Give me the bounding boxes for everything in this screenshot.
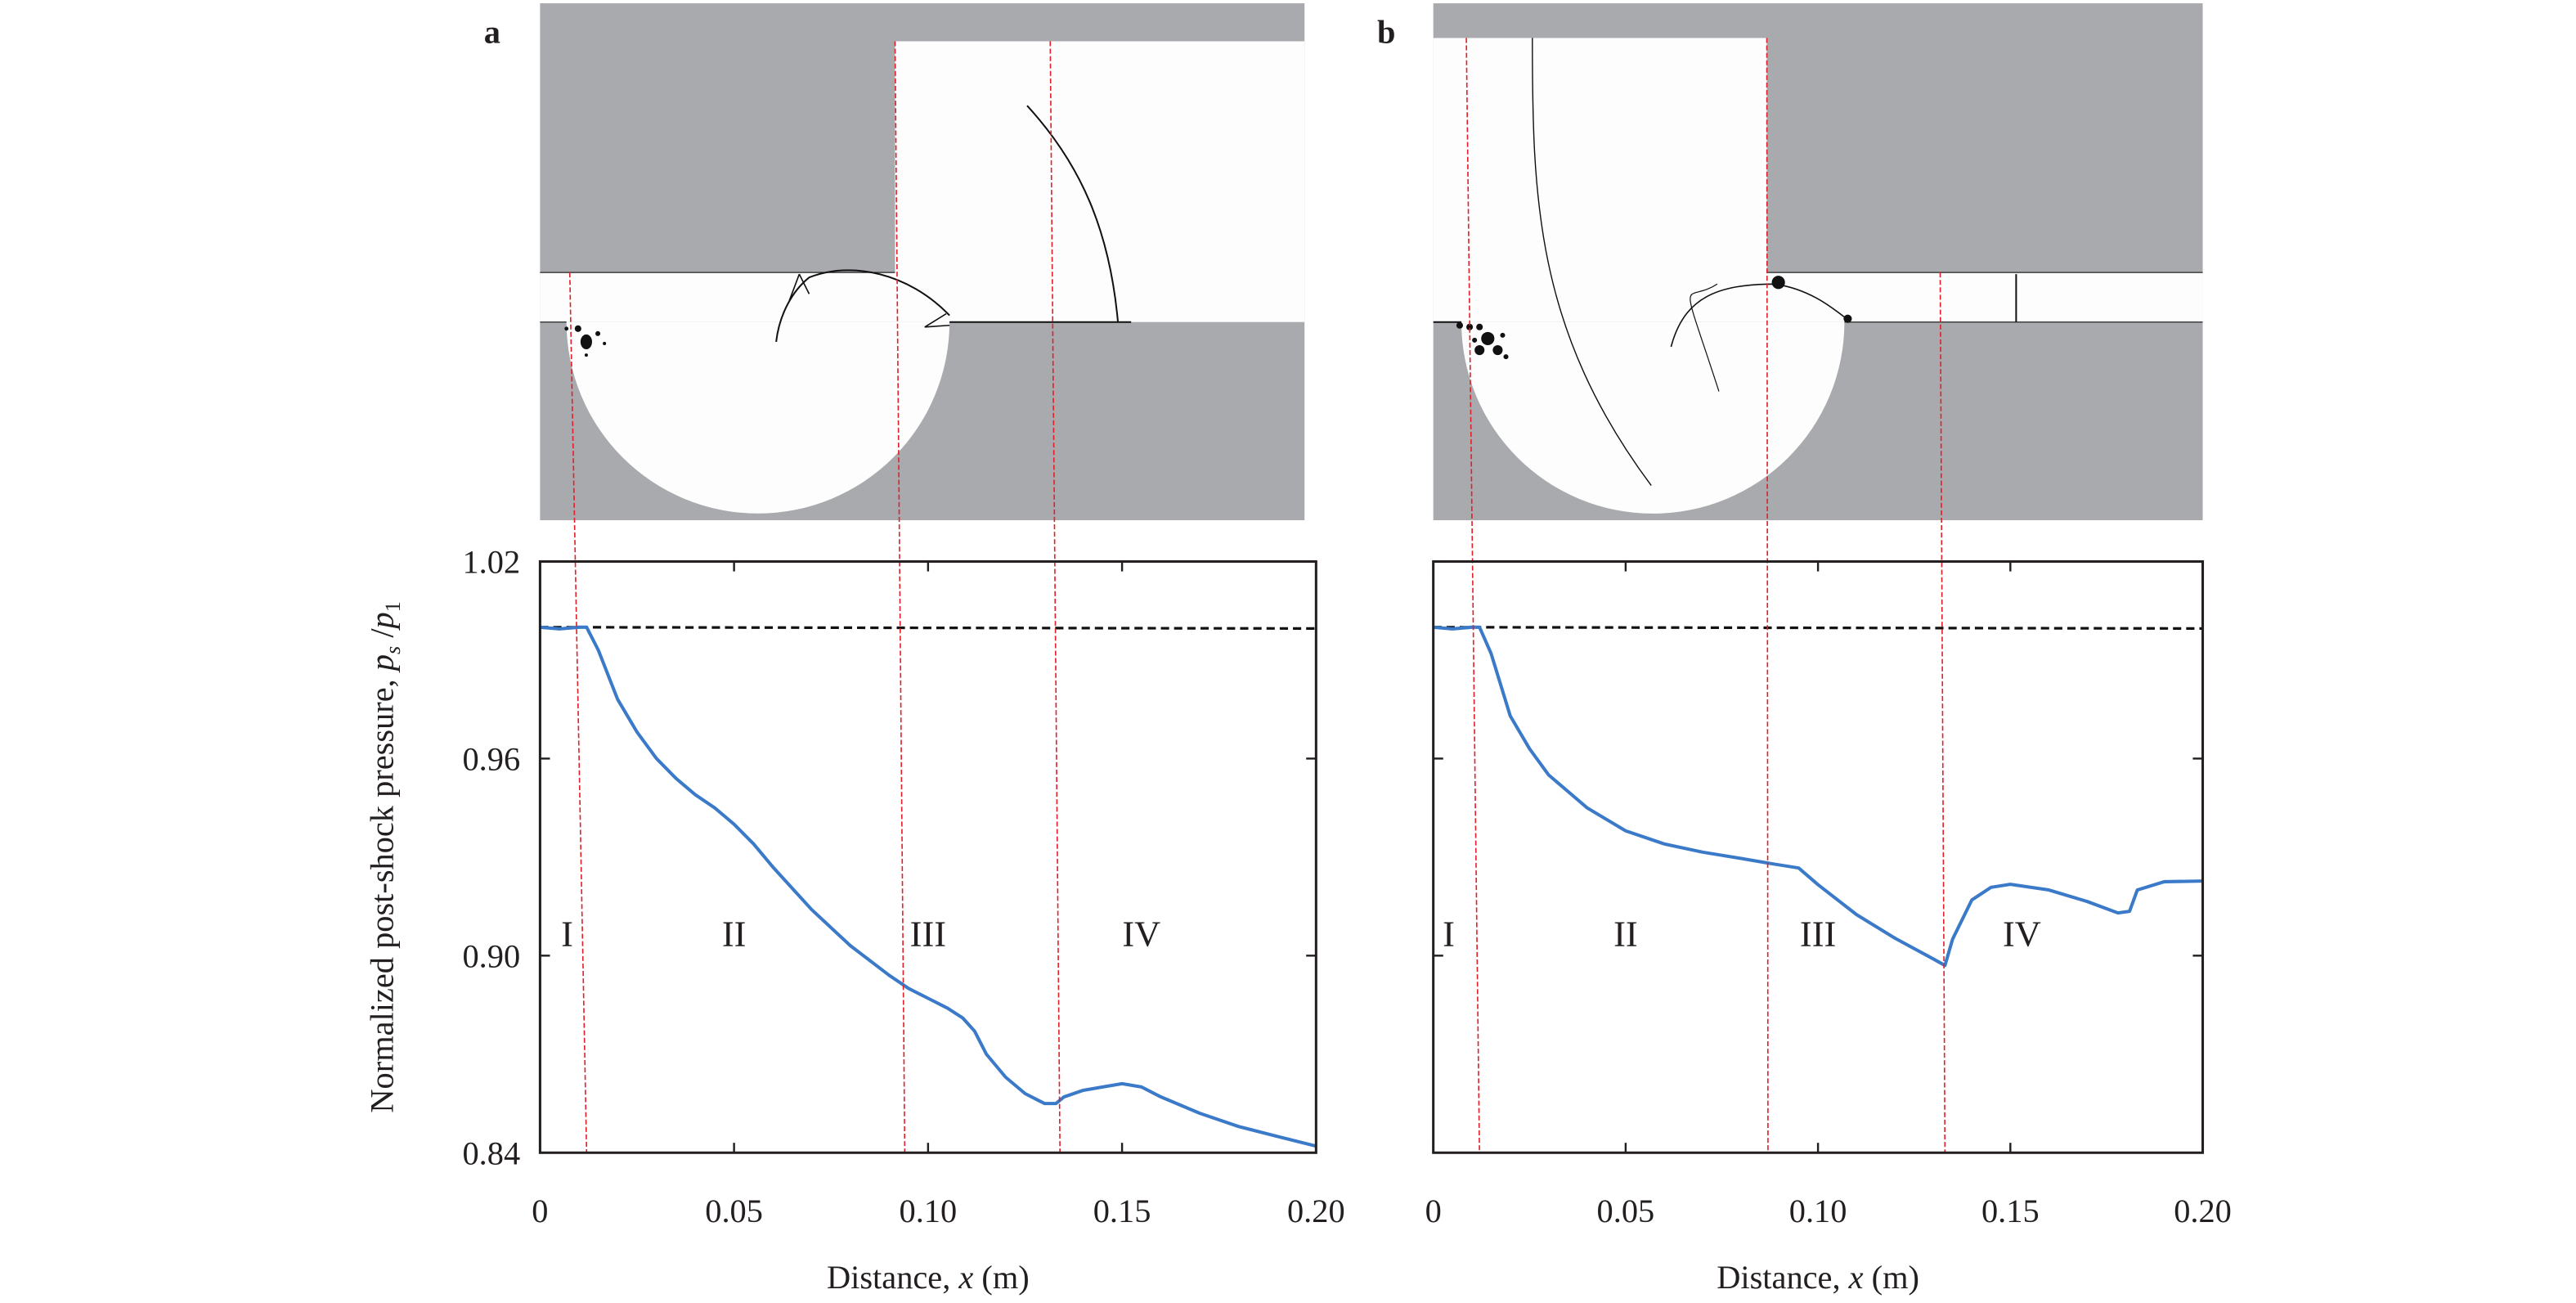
cavity-a: [566, 321, 950, 514]
region-boundary-line: [1465, 38, 1480, 1153]
wide-channel-b: [1433, 38, 1767, 322]
reference-line: [1433, 626, 2203, 631]
region-boundary-line: [1939, 272, 1946, 1153]
diffracted-shock-b: [1690, 283, 1720, 392]
region-label: III: [910, 913, 946, 954]
region-boundary-line: [568, 272, 588, 1153]
x-tick-label: 0.05: [1597, 1193, 1655, 1229]
region-boundary-line: [1049, 41, 1061, 1153]
vortex-dots-b: [1456, 276, 1852, 360]
x-tick-label: 0.10: [900, 1193, 958, 1229]
region-label: II: [1613, 913, 1638, 954]
x-tick-label: 0.20: [2174, 1193, 2232, 1229]
plot-a: 0 0.05 0.10 0.15 0.201.020.960.900.84I II III I…: [463, 41, 1345, 1296]
x-tick-label: 0.15: [1981, 1193, 2040, 1229]
channel-a: [540, 272, 950, 322]
x-tick-label: 0: [1425, 1193, 1442, 1229]
cavity-b: [1461, 321, 1845, 514]
expanded-channel-a: [895, 41, 1305, 322]
x-tick-label: 0.05: [705, 1193, 763, 1229]
y-tick-label: 0.90: [463, 937, 521, 974]
schematic-a: [540, 3, 1305, 520]
reference-line: [540, 626, 1317, 631]
region-label: IV: [1122, 913, 1160, 954]
schematic-b: [1433, 3, 2203, 520]
channel-b: [1766, 272, 2203, 322]
pressure-curve: [1433, 625, 2203, 968]
region-label: II: [722, 913, 747, 954]
reflected-shock-b: [1532, 38, 1652, 487]
y-tick-label: 0.96: [463, 741, 521, 778]
shock-front-a: [775, 269, 950, 343]
region-label: I: [1443, 913, 1455, 954]
x-tick-label: 0.20: [1287, 1193, 1345, 1229]
panel-label-a: a: [484, 13, 500, 50]
x-tick-label: 0.10: [1789, 1193, 1847, 1229]
region-label: III: [1800, 913, 1836, 954]
y-axis-label: Normalized post-shock pressure, ps /p1: [364, 601, 405, 1112]
region-boundary-line: [1766, 38, 1769, 1153]
vortex-dots-a: [564, 325, 607, 357]
plot-frame: [538, 559, 1317, 1154]
x-axis-label: Distance, x (m): [1717, 1259, 1919, 1296]
x-axis-label: Distance, x (m): [827, 1259, 1030, 1296]
region-boundary-line: [894, 41, 906, 1153]
region-label: IV: [2003, 913, 2041, 954]
x-tick-label: 0: [532, 1193, 548, 1229]
y-tick-label: 1.02: [463, 544, 521, 581]
panel-label-b: b: [1377, 13, 1395, 50]
pressure-curve: [540, 625, 1317, 1148]
plot-frame: [1432, 559, 2205, 1154]
transmitted-shock-a: [1026, 105, 1120, 322]
y-tick-label: 0.84: [463, 1135, 521, 1171]
region-label: I: [561, 913, 573, 954]
x-tick-label: 0.15: [1093, 1193, 1151, 1229]
